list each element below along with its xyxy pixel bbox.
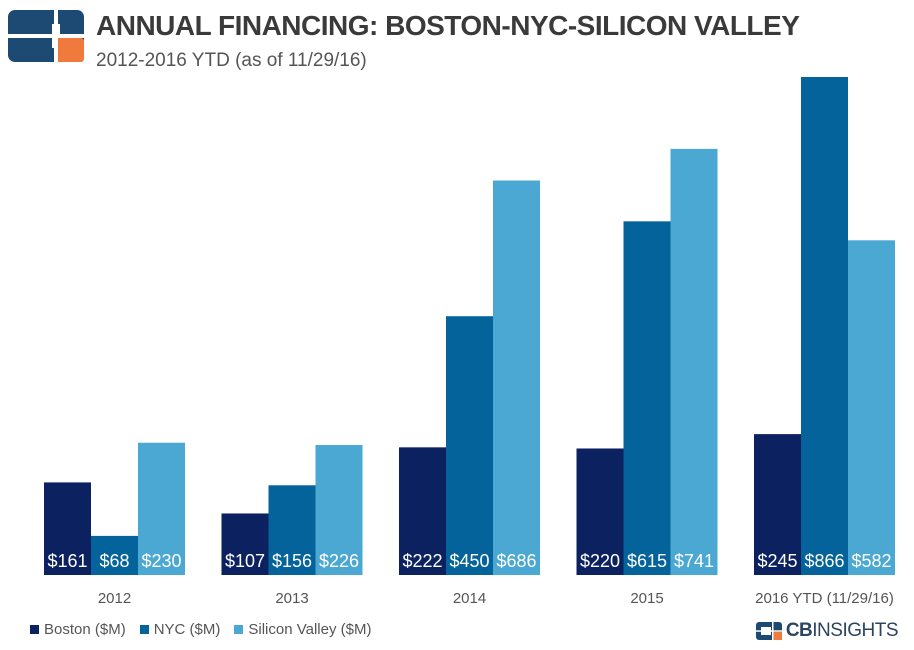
data-label-boston-4: $245 — [757, 551, 797, 571]
x-tick-label-0: 2012 — [98, 590, 131, 607]
data-label-nyc-1: $156 — [272, 551, 312, 571]
bar-silicon-valley-4 — [848, 240, 895, 575]
bar-silicon-valley-3 — [670, 148, 718, 576]
brand-logo: CBINSIGHTS — [755, 620, 898, 642]
data-label-boston-1: $107 — [225, 551, 265, 571]
bar-boston-4 — [754, 434, 801, 575]
legend-label-nyc: NYC ($M) — [153, 621, 221, 638]
data-label-nyc-2: $450 — [449, 551, 489, 571]
bar-silicon-valley-1 — [315, 445, 363, 575]
data-label-nyc-3: $615 — [627, 551, 667, 571]
data-label-boston-3: $220 — [580, 551, 620, 571]
cb-insights-logo — [8, 10, 84, 62]
cb-mark-icon — [755, 622, 782, 640]
bar-nyc-4 — [801, 77, 848, 575]
x-tick-label-1: 2013 — [275, 590, 308, 607]
chart-title: ANNUAL FINANCING: BOSTON-NYC-SILICON VAL… — [96, 10, 800, 41]
bar-boston-0 — [44, 482, 91, 575]
x-tick-label-4: 2016 YTD (11/29/16) — [755, 590, 894, 607]
bar-nyc-0 — [91, 535, 138, 575]
data-label-boston-0: $161 — [47, 551, 87, 571]
data-label-silicon-valley-4: $582 — [851, 551, 891, 571]
legend-item-boston: Boston ($M) — [30, 621, 126, 638]
chart-subtitle: 2012-2016 YTD (as of 11/29/16) — [96, 50, 367, 71]
data-label-nyc-4: $866 — [804, 551, 844, 571]
legend: Boston ($M) NYC ($M) Silicon Valley ($M) — [30, 621, 371, 638]
bar-boston-3 — [576, 448, 624, 575]
brand-prefix: CB — [785, 620, 813, 641]
data-label-nyc-0: $68 — [99, 551, 129, 571]
legend-label-silicon-valley: Silicon Valley ($M) — [248, 621, 372, 638]
bar-boston-1 — [221, 513, 269, 575]
x-tick-label-3: 2015 — [630, 590, 663, 607]
legend-item-silicon-valley: Silicon Valley ($M) — [234, 621, 371, 638]
data-label-silicon-valley-3: $741 — [674, 551, 714, 571]
legend-swatch-nyc — [139, 625, 149, 634]
bar-silicon-valley-0 — [138, 442, 185, 575]
bar-silicon-valley-2 — [493, 180, 540, 576]
data-label-boston-2: $222 — [402, 551, 442, 571]
bar-nyc-2 — [446, 316, 493, 575]
legend-label-boston: Boston ($M) — [44, 621, 126, 638]
data-label-silicon-valley-2: $686 — [496, 551, 536, 571]
legend-swatch-boston — [30, 625, 39, 634]
bar-nyc-1 — [268, 485, 316, 575]
x-tick-label-2: 2014 — [453, 590, 486, 607]
legend-swatch-silicon-valley — [234, 625, 244, 634]
bar-nyc-3 — [623, 221, 671, 576]
data-label-silicon-valley-1: $226 — [319, 551, 359, 571]
legend-item-nyc: NYC ($M) — [139, 621, 221, 638]
brand-suffix: INSIGHTS — [812, 620, 898, 641]
bar-boston-2 — [399, 447, 446, 575]
data-label-silicon-valley-0: $230 — [141, 551, 181, 571]
